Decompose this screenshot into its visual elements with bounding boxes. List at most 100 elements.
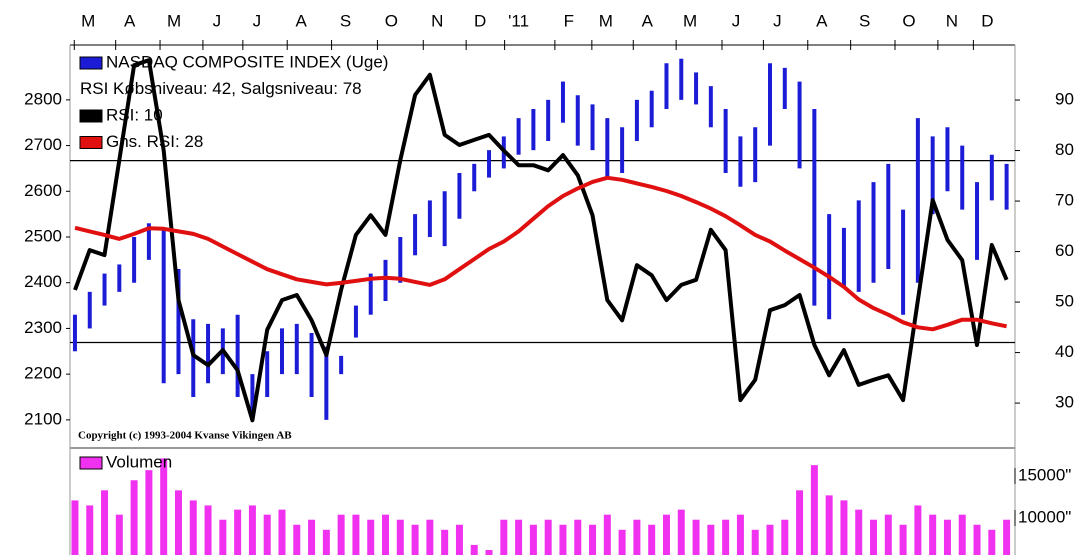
volume-bar (470, 544, 478, 555)
volume-bar (840, 500, 848, 555)
volume-bar (382, 514, 390, 555)
volume-bar (322, 529, 330, 555)
volume-bar (914, 505, 922, 555)
volume-bar (160, 458, 168, 555)
y-tick-label: 2200 (24, 364, 62, 383)
volume-bar (367, 519, 375, 555)
x-tick-label: M (599, 11, 613, 30)
x-tick-label: F (564, 11, 574, 30)
y-tick-label: 15000" (1018, 466, 1071, 485)
x-tick-label: M (167, 11, 181, 30)
x-tick-label: D (474, 11, 486, 30)
volume-bar (988, 529, 996, 555)
volume-bar (441, 529, 449, 555)
volume-bar (352, 514, 360, 555)
x-tick-label: S (859, 11, 870, 30)
legend-label: NASDAQ COMPOSITE INDEX (Uge) (106, 52, 388, 71)
volume-bar (648, 524, 656, 555)
x-tick-label: M (81, 11, 95, 30)
x-tick-label: J (213, 11, 222, 30)
x-tick-label: O (385, 11, 398, 30)
volume-bar (115, 514, 123, 555)
y2-tick-label: 80 (1055, 140, 1074, 159)
line-series (73, 58, 1009, 423)
volume-bar (870, 519, 878, 555)
x-tick-label: D (981, 11, 993, 30)
volume-bar (929, 514, 937, 555)
volume-bar (692, 519, 700, 555)
legend-swatch (79, 109, 103, 123)
volume-bar (278, 509, 286, 555)
volume-bar (662, 514, 670, 555)
volume-bar (855, 509, 863, 555)
volume-bar (1003, 519, 1011, 555)
volume-bar (899, 524, 907, 555)
volume-bar (677, 509, 685, 555)
volume-bar (736, 514, 744, 555)
volume-bar (707, 524, 715, 555)
legend-label: RSI Købsniveau: 42, Salgsniveau: 78 (80, 79, 362, 98)
y-tick-label: 2100 (24, 409, 62, 428)
volume-bar (130, 480, 138, 555)
volume-bar (308, 519, 316, 555)
x-tick-label: A (642, 11, 654, 30)
x-tick-label: A (296, 11, 308, 30)
volume-bar (781, 519, 789, 555)
volume-bar (559, 524, 567, 555)
copyright: Copyright (c) 1993-2004 Kvanse Vikingen … (78, 430, 292, 442)
volume-bar (426, 519, 434, 555)
x-tick-label: J (732, 11, 741, 30)
y2-tick-label: 90 (1055, 90, 1074, 109)
x-tick-label: A (816, 11, 828, 30)
volume-bar (145, 470, 153, 555)
y2-tick-label: 40 (1055, 342, 1074, 361)
y-tick-label: 2800 (24, 89, 62, 108)
y-tick-label: 2700 (24, 135, 62, 154)
volume-bar (796, 490, 804, 555)
volume-bar (174, 490, 182, 555)
y2-tick-label: 70 (1055, 191, 1074, 210)
y2-tick-label: 50 (1055, 292, 1074, 311)
x-tick-label: O (902, 11, 915, 30)
volume-bar (396, 519, 404, 555)
y2-tick-label: 60 (1055, 241, 1074, 260)
volume-bar (544, 519, 552, 555)
volume-bar (529, 524, 537, 555)
volume-bar (500, 519, 508, 555)
x-tick-label: J (773, 11, 782, 30)
volume-bar (515, 519, 523, 555)
line-series (74, 175, 1007, 332)
x-tick-label: S (340, 11, 351, 30)
legend-swatch (79, 136, 103, 149)
x-tick-label: N (431, 11, 443, 30)
volume-bar (337, 514, 345, 555)
volume-bar (618, 529, 626, 555)
legend-label: RSI: 10 (106, 105, 163, 124)
plot-background (70, 45, 1015, 555)
volume-bar (943, 519, 951, 555)
volume-bar (219, 519, 227, 555)
legend-label: Volumen (106, 452, 172, 471)
x-tick-label: N (946, 11, 958, 30)
volume-bar (101, 490, 109, 555)
x-tick-label: J (253, 11, 262, 30)
volume-bar (234, 509, 242, 555)
volume-bar (485, 549, 493, 555)
legend-swatch (79, 56, 103, 70)
volume-bar (766, 524, 774, 555)
volume-bar (293, 524, 301, 555)
volume-bar (574, 519, 582, 555)
volume-bar (71, 500, 79, 555)
y-tick-label: 2500 (24, 226, 62, 245)
volume-bar (633, 519, 641, 555)
x-tick-label: A (124, 11, 136, 30)
legend-swatch (79, 456, 103, 470)
volume-bar (810, 465, 818, 555)
volume-bar (884, 514, 892, 555)
x-tick-label: '11 (508, 11, 529, 30)
volume-bar (958, 514, 966, 555)
volume-bar (973, 524, 981, 555)
volume-bar (263, 514, 271, 555)
